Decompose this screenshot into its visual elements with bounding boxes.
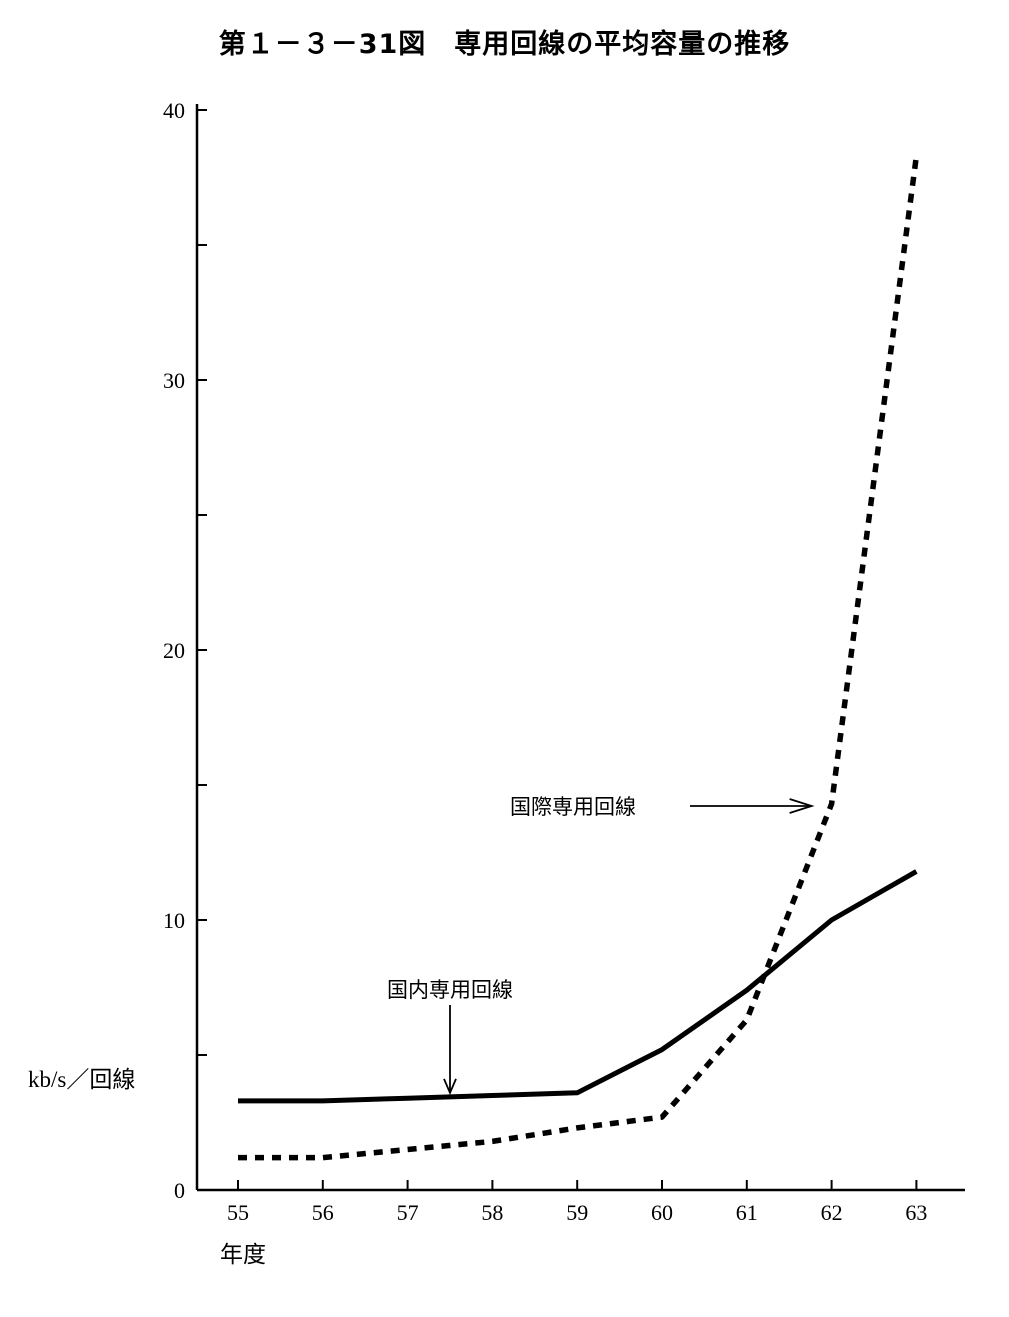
series-lines <box>238 155 920 1161</box>
x-tick-label: 58 <box>481 1200 503 1225</box>
x-tick-label: 62 <box>821 1200 843 1225</box>
x-tick-label: 63 <box>905 1200 927 1225</box>
annotations: 国内専用回線 国際専用回線 <box>387 795 815 1096</box>
x-tick-label: 60 <box>651 1200 673 1225</box>
x-tick-label: 56 <box>312 1200 334 1225</box>
x-tick-label: 57 <box>397 1200 419 1225</box>
series-line-1 <box>238 869 918 1104</box>
y-axis-label: kb/s／回線 <box>28 1067 135 1092</box>
annotation-label-international: 国際専用回線 <box>510 795 636 819</box>
annotation-arrowhead-international <box>789 798 815 814</box>
y-tick-label: 30 <box>163 368 185 393</box>
x-axis-label: 年度 <box>220 1242 266 1267</box>
axes <box>195 104 965 1192</box>
x-tick-label: 55 <box>227 1200 249 1225</box>
tick-labels: 0 10 20 30 40 55 56 57 58 59 60 61 62 63 <box>163 98 927 1225</box>
x-tick-label: 61 <box>736 1200 758 1225</box>
series-line-2 <box>238 155 920 1161</box>
y-tick-label: 10 <box>163 908 185 933</box>
annotation-arrowhead-domestic <box>443 1078 457 1096</box>
y-tick-label: 0 <box>174 1178 185 1203</box>
x-tick-label: 59 <box>566 1200 588 1225</box>
y-tick-label: 40 <box>163 98 185 123</box>
chart-title: 第１－３－31図 専用回線の平均容量の推移 <box>218 29 791 60</box>
y-tick-label: 20 <box>163 638 185 663</box>
annotation-label-domestic: 国内専用回線 <box>387 978 513 1002</box>
